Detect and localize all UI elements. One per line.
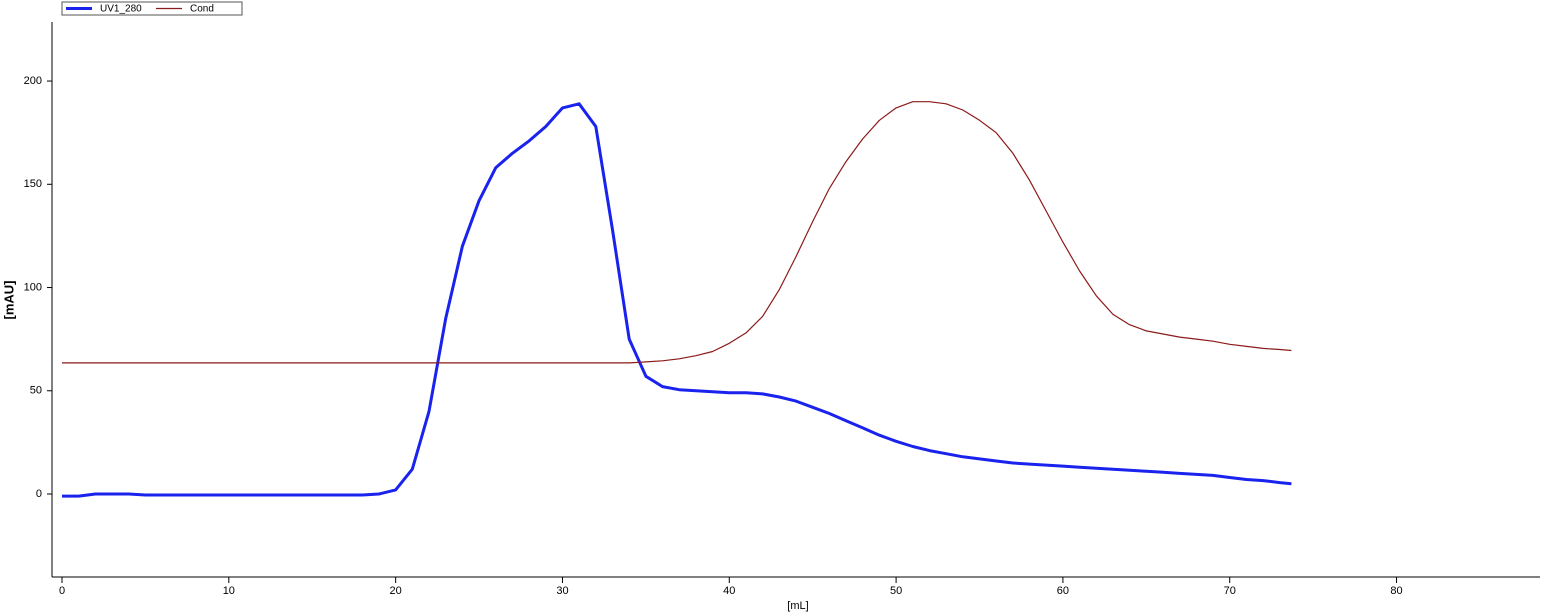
- x-tick-label: 40: [723, 585, 735, 597]
- x-tick-label: 0: [59, 585, 65, 597]
- legend-label: UV1_280: [100, 4, 142, 15]
- series-line: [62, 102, 1292, 498]
- y-tick-label: 0: [36, 488, 42, 500]
- y-tick-label: 50: [30, 385, 42, 397]
- x-tick-label: 70: [1224, 585, 1236, 597]
- x-tick-label: 80: [1390, 585, 1402, 597]
- x-tick-label: 10: [223, 585, 235, 597]
- legend-label: Cond: [190, 4, 214, 15]
- y-axis-label: [mAU]: [1, 281, 16, 320]
- x-tick-label: 20: [390, 585, 402, 597]
- y-tick-label: 200: [24, 75, 42, 87]
- x-tick-label: 50: [890, 585, 902, 597]
- y-tick-label: 100: [24, 281, 42, 293]
- x-tick-label: 60: [1057, 585, 1069, 597]
- legend-box: [61, 1, 243, 16]
- x-tick-label: 30: [556, 585, 568, 597]
- series-line: [62, 101, 1292, 364]
- x-axis-label: [mL]: [787, 600, 808, 612]
- y-tick-label: 150: [24, 178, 42, 190]
